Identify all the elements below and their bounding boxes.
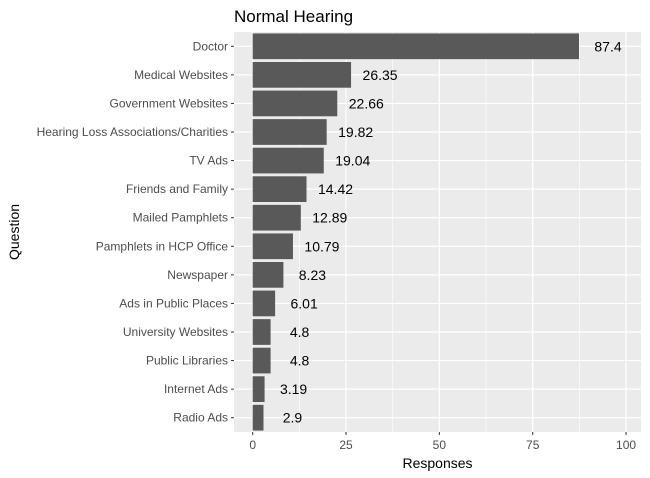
bar xyxy=(252,404,264,431)
bar xyxy=(252,176,307,202)
y-tick-label: Medical Websites xyxy=(134,68,228,82)
bar-value-label: 4.8 xyxy=(290,324,310,340)
bar-value-label: 26.35 xyxy=(363,67,398,83)
bar-value-label: 10.79 xyxy=(304,238,339,254)
bar xyxy=(252,147,324,174)
y-tick-label: Friends and Family xyxy=(126,182,228,196)
y-tick-label: Radio Ads xyxy=(173,411,228,425)
bar-value-label: 3.19 xyxy=(280,381,307,397)
bar-value-label: 8.23 xyxy=(299,267,326,283)
y-tick-label: Public Libraries xyxy=(146,354,228,368)
bar-value-label: 4.8 xyxy=(290,353,310,369)
y-tick-label: Government Websites xyxy=(110,96,229,110)
y-tick-label: Doctor xyxy=(193,39,228,53)
bar xyxy=(252,376,265,402)
bar xyxy=(252,62,352,88)
y-tick-label: Internet Ads xyxy=(164,382,228,396)
bar-value-label: 6.01 xyxy=(290,295,317,311)
grid-major xyxy=(234,32,641,432)
bar-value-label: 12.89 xyxy=(312,210,347,226)
chart-title: Normal Hearing xyxy=(234,7,353,26)
bar-value-label: 19.82 xyxy=(338,124,373,140)
bar-value-label: 2.9 xyxy=(283,410,303,426)
x-axis-title: Responses xyxy=(402,455,472,471)
bar xyxy=(252,204,301,231)
y-tick-label: Newspaper xyxy=(167,268,228,282)
bar xyxy=(252,262,284,288)
bar xyxy=(252,33,580,60)
y-tick-label: Pamphlets in HCP Office xyxy=(96,239,229,253)
bar-value-label: 22.66 xyxy=(349,95,384,111)
bar xyxy=(252,90,338,117)
bar-value-label: 14.42 xyxy=(318,181,353,197)
bar xyxy=(252,119,327,145)
x-tick-label: 75 xyxy=(526,438,540,452)
value-labels: 87.4 26.35 22.66 19.82 19.04 14.42 12.89 10.79 8… xyxy=(280,38,622,425)
x-tick-label: 0 xyxy=(249,438,256,452)
y-tick-label: Mailed Pamphlets xyxy=(133,211,228,225)
x-tick-label: 100 xyxy=(616,438,636,452)
y-axis-title: Question xyxy=(6,204,22,260)
bar xyxy=(252,233,293,260)
x-axis-ticks: 0 25 50 75 100 xyxy=(249,432,636,452)
bars xyxy=(252,33,580,431)
x-tick-label: 50 xyxy=(433,438,447,452)
y-tick-label: University Websites xyxy=(123,325,228,339)
bar xyxy=(252,290,276,317)
bar xyxy=(252,319,271,345)
bar-value-label: 87.4 xyxy=(594,38,621,54)
y-tick-label: TV Ads xyxy=(189,154,228,168)
y-axis-ticks: Doctor Medical Websites Government Website… xyxy=(37,39,234,425)
y-tick-label: Ads in Public Places xyxy=(119,296,228,310)
x-tick-label: 25 xyxy=(339,438,353,452)
bar-value-label: 19.04 xyxy=(335,153,370,169)
bar xyxy=(252,347,271,374)
y-tick-label: Hearing Loss Associations/Charities xyxy=(37,125,228,139)
